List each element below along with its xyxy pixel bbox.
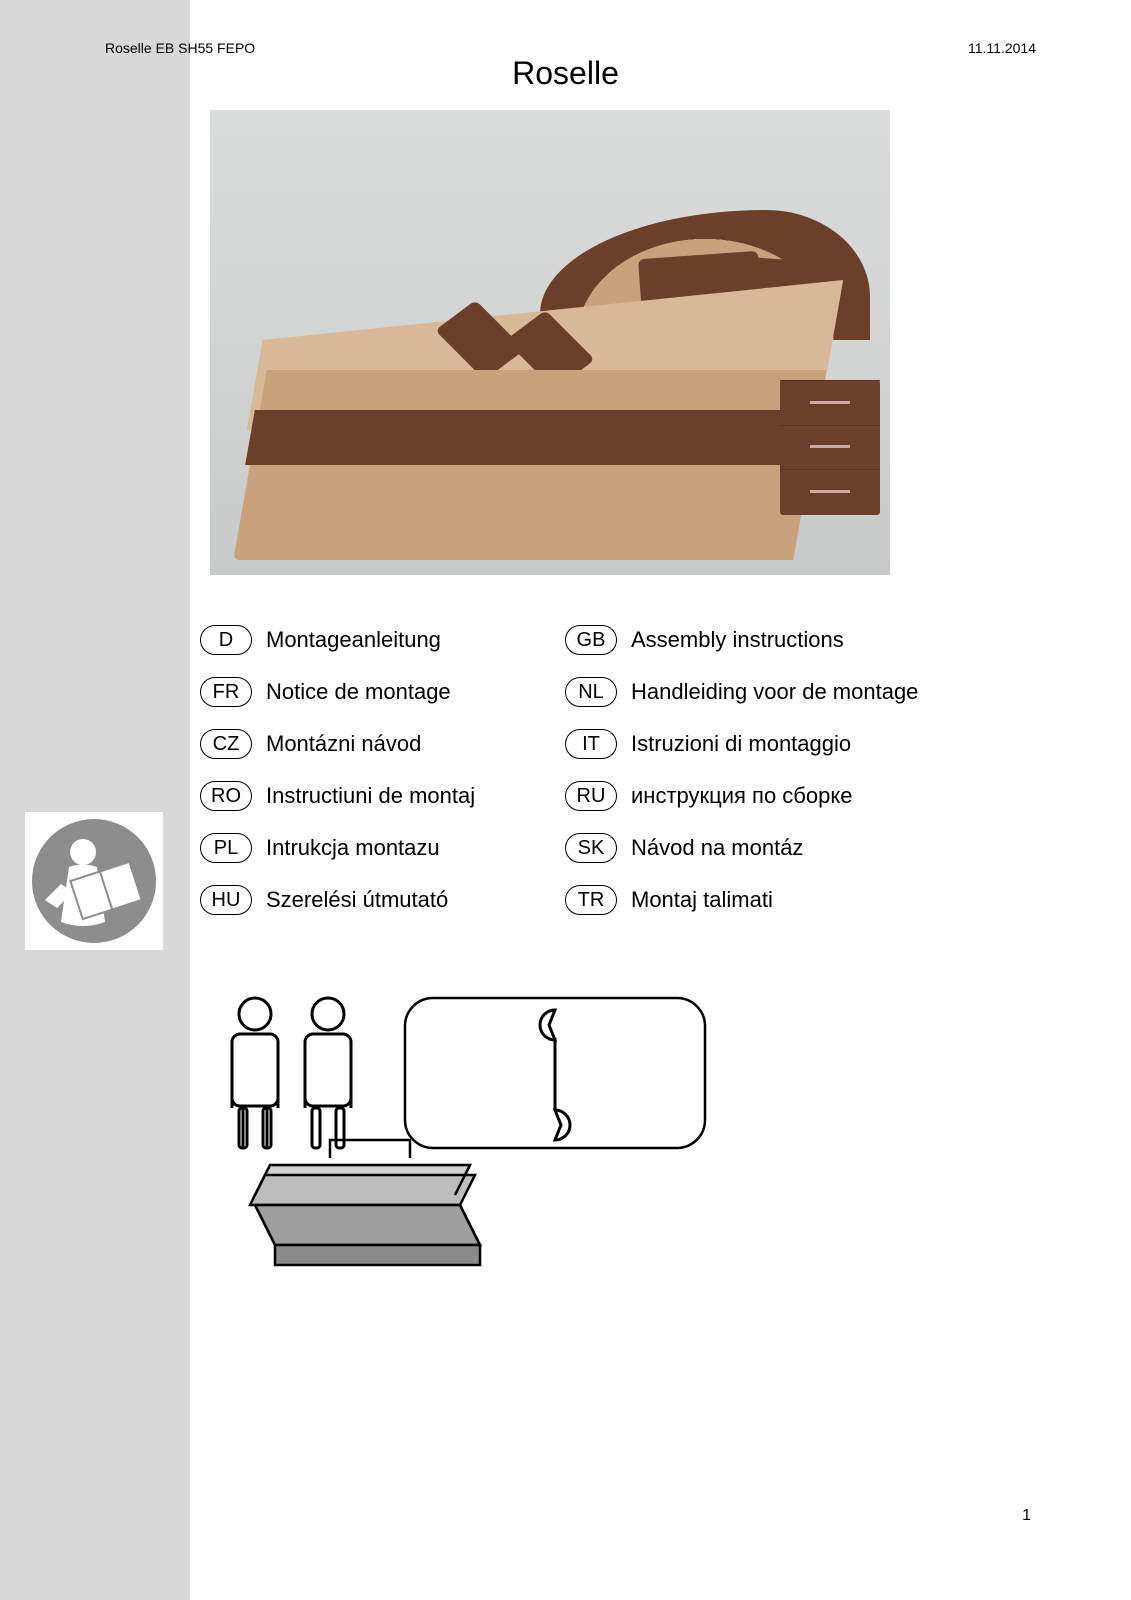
language-label: Instructiuni de montaj bbox=[266, 783, 475, 809]
language-badge: HU bbox=[200, 885, 252, 915]
page: Roselle EB SH55 FEPO 11.11.2014 Roselle … bbox=[0, 0, 1131, 1600]
language-badge: RO bbox=[200, 781, 252, 811]
toolbox-icon bbox=[250, 1140, 480, 1265]
language-label: Handleiding voor de montage bbox=[631, 679, 918, 705]
language-badge: IT bbox=[565, 729, 617, 759]
language-item-fr: FR Notice de montage bbox=[200, 677, 555, 707]
language-list: D Montageanleitung GB Assembly instructi… bbox=[200, 625, 920, 915]
two-people-icon bbox=[232, 998, 351, 1148]
language-item-ru: RU инструкция по сборке bbox=[565, 781, 920, 811]
language-item-d: D Montageanleitung bbox=[200, 625, 555, 655]
left-sidebar bbox=[0, 0, 190, 1600]
nightstand-drawer bbox=[780, 425, 880, 470]
language-label: Assembly instructions bbox=[631, 627, 844, 653]
language-badge: NL bbox=[565, 677, 617, 707]
language-label: Montázni návod bbox=[266, 731, 421, 757]
language-badge: TR bbox=[565, 885, 617, 915]
language-label: Szerelési útmutató bbox=[266, 887, 448, 913]
nightstand-drawer bbox=[780, 469, 880, 514]
tools-required-diagram bbox=[210, 990, 870, 1270]
language-label: Istruzioni di montaggio bbox=[631, 731, 851, 757]
language-badge: FR bbox=[200, 677, 252, 707]
product-photo bbox=[210, 110, 890, 575]
page-title: Roselle bbox=[0, 55, 1131, 92]
language-item-cz: CZ Montázni návod bbox=[200, 729, 555, 759]
language-item-tr: TR Montaj talimati bbox=[565, 885, 920, 915]
language-item-it: IT Istruzioni di montaggio bbox=[565, 729, 920, 759]
language-badge: D bbox=[200, 625, 252, 655]
language-item-gb: GB Assembly instructions bbox=[565, 625, 920, 655]
language-badge: RU bbox=[565, 781, 617, 811]
document-date: 11.11.2014 bbox=[968, 40, 1036, 56]
bed-base-trim bbox=[245, 410, 815, 465]
page-number: 1 bbox=[1022, 1507, 1031, 1525]
language-label: Návod na montáz bbox=[631, 835, 803, 861]
language-label: Montaj talimati bbox=[631, 887, 773, 913]
language-item-pl: PL Intrukcja montazu bbox=[200, 833, 555, 863]
language-label: Montageanleitung bbox=[266, 627, 441, 653]
language-badge: PL bbox=[200, 833, 252, 863]
language-badge: SK bbox=[565, 833, 617, 863]
read-manual-icon bbox=[25, 812, 163, 950]
language-badge: GB bbox=[565, 625, 617, 655]
language-label: Intrukcja montazu bbox=[266, 835, 440, 861]
language-item-hu: HU Szerelési útmutató bbox=[200, 885, 555, 915]
language-item-ro: RO Instructiuni de montaj bbox=[200, 781, 555, 811]
nightstand bbox=[780, 380, 880, 515]
language-label: Notice de montage bbox=[266, 679, 451, 705]
nightstand-drawer bbox=[780, 380, 880, 425]
language-item-nl: NL Handleiding voor de montage bbox=[565, 677, 920, 707]
bed-base bbox=[233, 370, 827, 560]
language-item-sk: SK Návod na montáz bbox=[565, 833, 920, 863]
product-code: Roselle EB SH55 FEPO bbox=[105, 40, 255, 56]
language-label: инструкция по сборке bbox=[631, 783, 852, 809]
language-badge: CZ bbox=[200, 729, 252, 759]
